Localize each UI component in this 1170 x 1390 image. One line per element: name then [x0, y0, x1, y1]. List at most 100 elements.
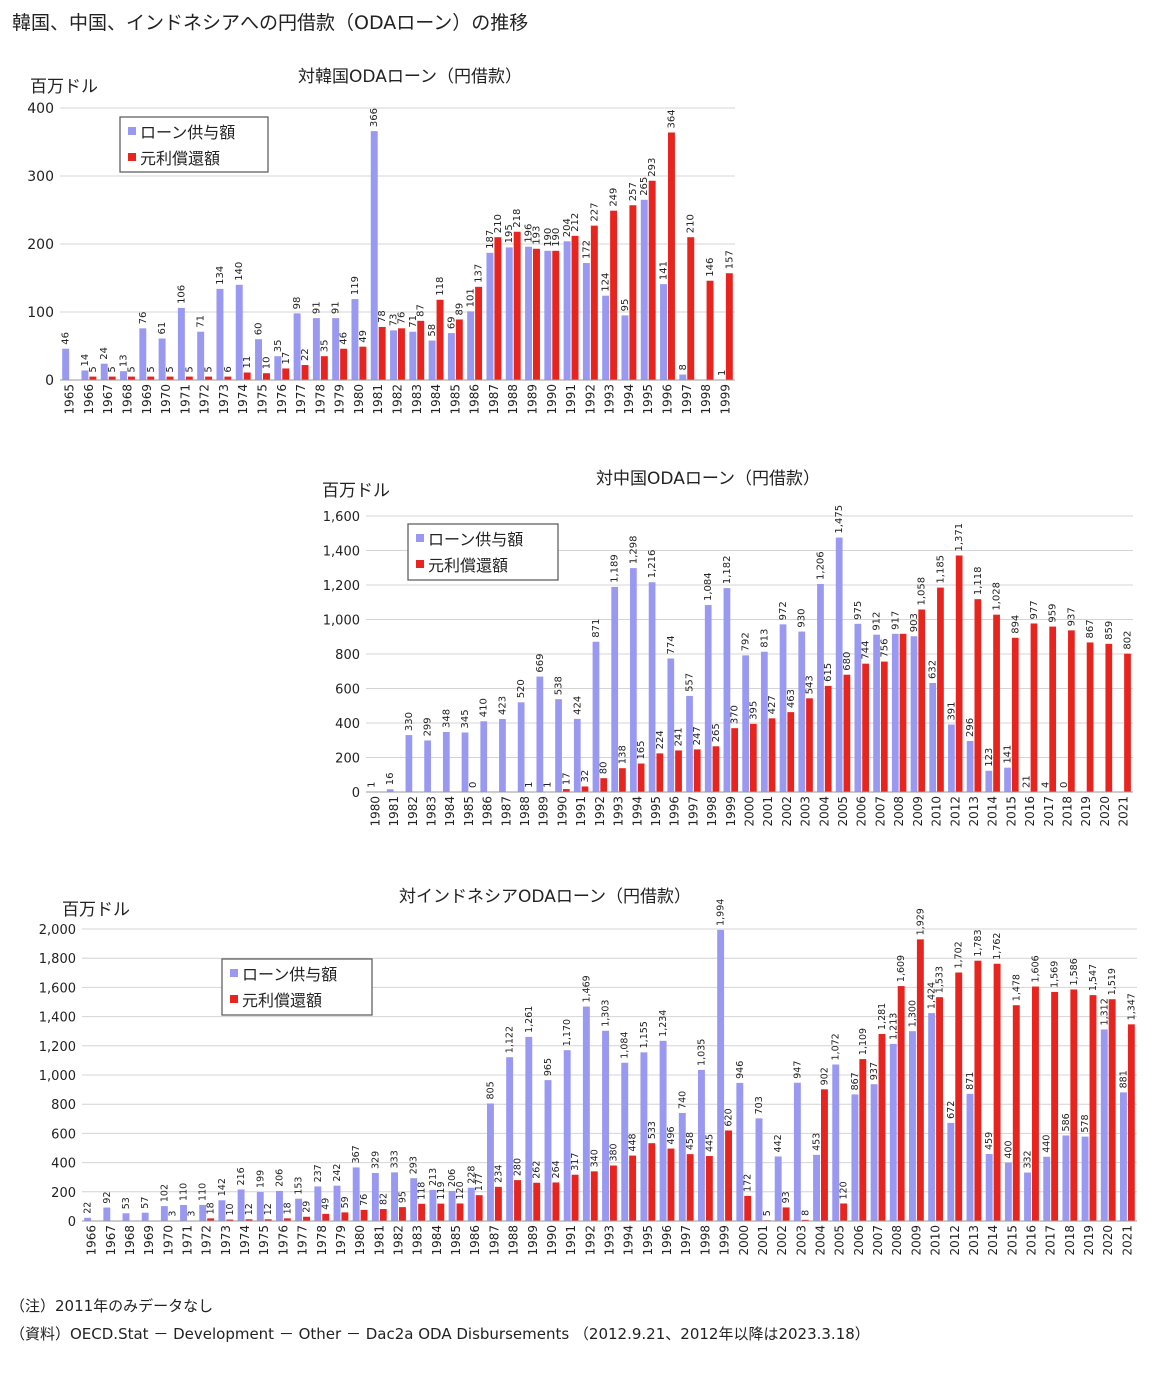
china-x-tick-label: 1997	[686, 796, 700, 827]
korea-data-label-repayment: 212	[570, 213, 581, 232]
korea-x-tick-label: 1980	[352, 384, 366, 415]
korea-bar-repayment	[668, 132, 675, 380]
korea-x-tick-label: 1993	[603, 384, 617, 415]
indonesia-x-tick-label: 2021	[1120, 1225, 1134, 1256]
china-x-tick-label: 1993	[612, 796, 626, 827]
china-bar-repayment	[1068, 630, 1075, 792]
china-x-tick-label: 1981	[387, 796, 401, 827]
korea-y-tick-label: 300	[27, 169, 54, 185]
korea-odaloan-chart: 対韓国ODAローン（円借款）百万ドル0100200300400461965145…	[27, 67, 735, 415]
indonesia-x-tick-label: 2020	[1101, 1225, 1115, 1256]
korea-legend-box	[119, 116, 269, 173]
korea-x-tick-label: 1973	[217, 384, 231, 415]
china-bar-disbursement	[555, 699, 562, 792]
indonesia-data-label-disbursement: 867	[850, 1072, 861, 1090]
korea-bar-disbursement	[505, 247, 513, 380]
indonesia-data-label-disbursement: 206	[447, 1169, 458, 1187]
indonesia-x-tick-label: 1998	[698, 1225, 712, 1256]
indonesia-data-label-disbursement: 1,084	[620, 1032, 631, 1059]
korea-data-label-repayment: 5	[204, 366, 215, 372]
indonesia-bar-disbursement	[314, 1186, 322, 1221]
china-data-label-disbursement: 917	[890, 611, 901, 630]
china-bar-disbursement	[611, 586, 619, 792]
korea-data-label-disbursement: 140	[234, 262, 245, 281]
indonesia-bar-repayment	[686, 1154, 694, 1221]
indonesia-data-label-repayment: 1,609	[896, 955, 907, 982]
china-bar-repayment	[787, 712, 795, 792]
china-bar-disbursement	[1004, 767, 1011, 792]
indonesia-bar-disbursement	[985, 1153, 993, 1221]
indonesia-bar-disbursement	[755, 1118, 763, 1221]
korea-bar-repayment	[320, 356, 328, 380]
china-data-label-extra: 4	[1040, 782, 1051, 788]
indonesia-bar-disbursement	[659, 1040, 667, 1221]
indonesia-bar-repayment	[1108, 999, 1116, 1221]
china-data-label-extra: 0	[1059, 782, 1070, 788]
korea-data-label-repayment: 5	[88, 366, 99, 372]
china-bar-disbursement	[405, 735, 413, 792]
indonesia-bar-repayment	[859, 1059, 867, 1221]
korea-bar-disbursement	[177, 307, 185, 380]
china-bar-disbursement	[630, 568, 637, 792]
china-bar-disbursement	[779, 624, 787, 792]
indonesia-x-tick-label: 2019	[1082, 1225, 1096, 1256]
korea-data-label-disbursement: 119	[350, 276, 361, 295]
korea-bar-repayment	[494, 237, 502, 380]
china-data-label-repayment: 977	[1029, 600, 1040, 619]
korea-x-tick-label: 1966	[82, 384, 96, 415]
china-x-tick-label: 2019	[1079, 796, 1093, 827]
china-bar-disbursement	[667, 658, 675, 792]
korea-data-label-repayment: 17	[281, 352, 292, 365]
korea-legend-label-disbursement: ローン供与額	[140, 123, 235, 142]
indonesia-x-tick-label: 1992	[583, 1225, 597, 1256]
indonesia-data-label-disbursement: 333	[390, 1150, 401, 1168]
indonesia-data-label-disbursement: 1,424	[927, 982, 938, 1009]
korea-data-label-disbursement: 46	[61, 332, 72, 345]
indonesia-data-label-disbursement: 947	[792, 1061, 803, 1079]
china-bar-disbursement	[966, 740, 974, 792]
china-x-tick-label: 1980	[368, 796, 382, 827]
korea-x-tick-label: 1981	[371, 384, 385, 415]
china-x-tick-label: 2009	[911, 796, 925, 827]
indonesia-bar-repayment	[341, 1212, 349, 1221]
indonesia-bar-repayment	[533, 1182, 541, 1221]
indonesia-bar-disbursement	[487, 1103, 494, 1221]
china-y-tick-label: 0	[352, 786, 360, 801]
indonesia-data-label-disbursement: 110	[198, 1183, 209, 1201]
china-bar-repayment	[1030, 623, 1038, 792]
china-y-tick-label: 1,200	[323, 579, 360, 594]
china-x-tick-label: 1990	[555, 796, 569, 827]
indonesia-data-label-repayment: 1,519	[1107, 968, 1118, 995]
indonesia-x-tick-label: 1978	[315, 1225, 329, 1256]
china-data-label-repayment: 224	[655, 730, 666, 749]
china-data-label-repayment: 463	[786, 689, 797, 708]
korea-data-label-disbursement: 71	[408, 315, 419, 328]
china-data-label-repayment: 247	[692, 726, 703, 745]
indonesia-bar-disbursement	[506, 1057, 514, 1221]
indonesia-data-label-repayment: 5	[762, 1210, 773, 1216]
china-x-tick-label: 2015	[1004, 796, 1018, 827]
indonesia-data-label-repayment: 458	[685, 1132, 696, 1150]
indonesia-data-label-disbursement: 1,072	[831, 1033, 842, 1060]
china-data-label-repayment: 241	[674, 727, 685, 746]
indonesia-data-label-repayment: 1,569	[1050, 961, 1061, 988]
china-x-tick-label: 2007	[873, 796, 887, 827]
indonesia-bar-disbursement	[352, 1167, 360, 1221]
indonesia-bar-disbursement	[1043, 1156, 1051, 1221]
korea-bar-disbursement	[602, 295, 610, 380]
china-data-label-repayment: 1,058	[917, 577, 928, 606]
china-x-tick-label: 2018	[1061, 796, 1075, 827]
china-x-tick-label: 1988	[518, 796, 532, 827]
china-legend-swatch-disbursement	[416, 534, 424, 542]
china-x-tick-label: 1986	[481, 796, 495, 827]
korea-bar-repayment	[417, 320, 425, 380]
indonesia-x-tick-label: 2001	[756, 1225, 770, 1256]
indonesia-bar-disbursement	[563, 1050, 571, 1221]
korea-bar-repayment	[224, 376, 232, 380]
korea-data-label-disbursement: 69	[446, 316, 457, 329]
korea-x-tick-label: 1990	[545, 384, 559, 415]
indonesia-x-tick-label: 1989	[526, 1225, 540, 1256]
china-legend-label-repayment: 元利償還額	[428, 556, 508, 575]
indonesia-bar-repayment	[571, 1174, 579, 1221]
china-bar-repayment	[731, 728, 739, 792]
